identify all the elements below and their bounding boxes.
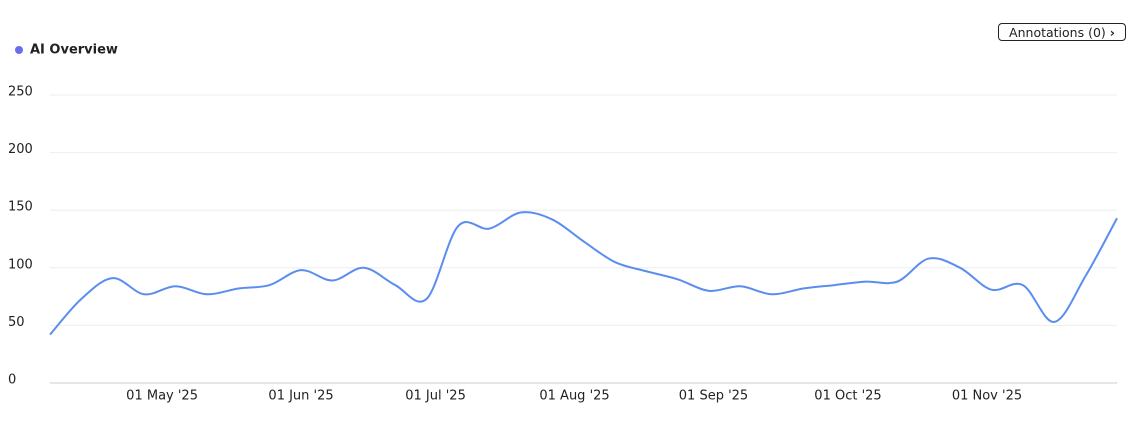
x-tick-label: 01 Jul '25 — [405, 389, 466, 404]
legend-label: AI Overview — [30, 43, 118, 58]
y-tick-label: 100 — [8, 257, 33, 272]
x-tick-label: 01 Sep '25 — [679, 389, 748, 404]
x-tick-label: 01 Oct '25 — [814, 389, 881, 404]
y-tick-label: 250 — [8, 85, 33, 100]
x-tick-label: 01 Jun '25 — [268, 389, 333, 404]
button-label: Annotations (0) — [1009, 25, 1106, 40]
y-tick-label: 0 — [8, 373, 16, 388]
line — [49, 211, 1118, 336]
x-tick-label: 01 Aug '25 — [539, 389, 609, 404]
x-tick-label: 01 May '25 — [126, 389, 198, 404]
legend-marker — [15, 46, 23, 54]
y-tick-label: 200 — [8, 142, 33, 157]
x-tick-label: 01 Nov '25 — [952, 389, 1022, 404]
annotations-button[interactable]: Annotations (0) › — [998, 23, 1126, 41]
y-tick-label: 150 — [8, 200, 33, 215]
y-tick-label: 50 — [8, 315, 25, 330]
